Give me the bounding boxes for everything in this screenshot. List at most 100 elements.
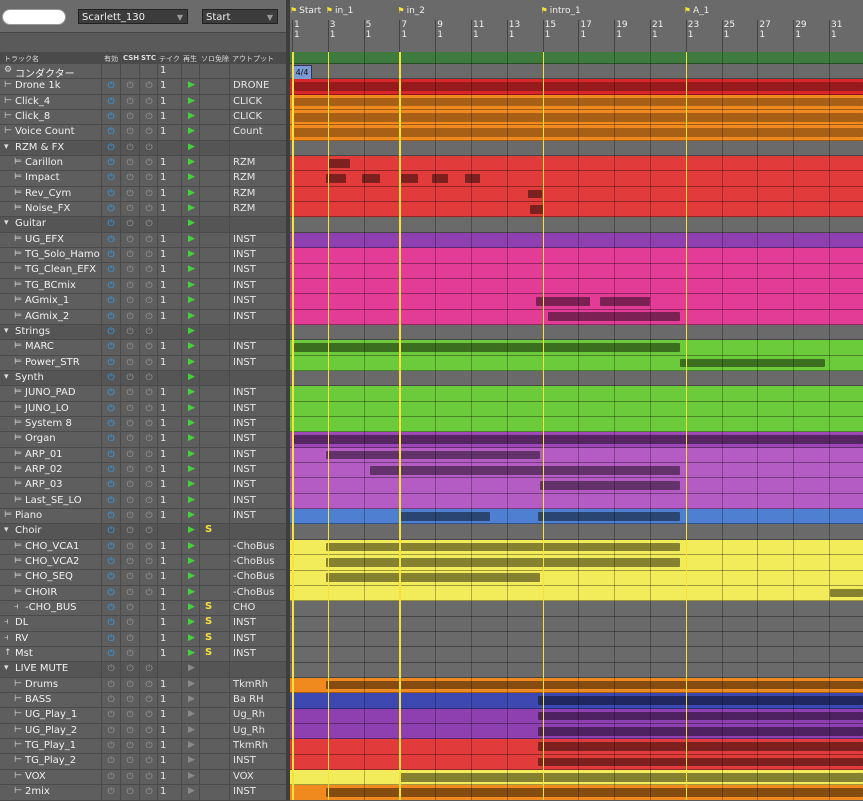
track-row[interactable]: ⊨ Organ ⏻ ⏻ ⏻ 1 ▶ INST xyxy=(0,432,290,448)
csh-power-icon[interactable]: ⏻ xyxy=(126,679,134,690)
csh-power-icon[interactable]: ⏻ xyxy=(126,603,134,614)
track-lane[interactable] xyxy=(290,340,863,356)
play-icon[interactable]: ▶ xyxy=(188,126,195,137)
power-icon[interactable]: ⏻ xyxy=(107,434,115,445)
folder-icon[interactable]: ▾ xyxy=(4,371,9,382)
take-number[interactable]: 1 xyxy=(160,387,167,399)
csh-power-icon[interactable]: ⏻ xyxy=(126,495,134,506)
power-icon[interactable]: ⏻ xyxy=(107,510,115,521)
csh-power-icon[interactable]: ⏻ xyxy=(126,326,134,337)
track-lane[interactable] xyxy=(290,585,863,602)
folder-track-row[interactable]: ▾ RZM & FX ⏻ ⏻ ⏻ ▶ xyxy=(0,140,290,157)
output-label[interactable]: INST xyxy=(233,448,256,460)
track-name[interactable]: UG_Play_2 xyxy=(25,724,78,736)
stc-power-icon[interactable]: ⏻ xyxy=(145,587,153,598)
track-row[interactable]: ⊢ Drone 1k ⏻ ⏻ ⏻ 1 ▶ DRONE xyxy=(0,79,290,95)
track-name[interactable]: Voice Count xyxy=(15,126,75,138)
stc-power-icon[interactable]: ⏻ xyxy=(145,572,153,583)
clip-waveform[interactable] xyxy=(326,573,540,582)
track-name[interactable]: JUNO_LO xyxy=(25,402,69,414)
take-number[interactable]: 1 xyxy=(160,632,167,644)
stc-power-icon[interactable]: ⏻ xyxy=(145,741,153,752)
track-lane[interactable] xyxy=(290,647,863,663)
power-icon[interactable]: ⏻ xyxy=(107,756,115,767)
track-row[interactable]: ⊨ AGmix_1 ⏻ ⏻ ⏻ 1 ▶ INST xyxy=(0,294,290,310)
track-row[interactable]: ⊢ Voice Count ⏻ ⏻ ⏻ 1 ▶ Count xyxy=(0,125,290,141)
folder-icon[interactable]: ▾ xyxy=(4,663,9,674)
csh-power-icon[interactable]: ⏻ xyxy=(126,403,134,414)
stc-power-icon[interactable]: ⏻ xyxy=(145,526,153,537)
take-number[interactable]: 1 xyxy=(160,126,167,138)
track-name[interactable]: Last_SE_LO xyxy=(25,494,82,506)
track-row[interactable]: ⊨ Rev_Cym ⏻ ⏻ ⏻ 1 ▶ RZM xyxy=(0,186,290,203)
play-icon[interactable]: ▶ xyxy=(188,325,195,336)
power-icon[interactable]: ⏻ xyxy=(107,234,115,245)
track-row[interactable]: ⊨ ARP_03 ⏻ ⏻ ⏻ 1 ▶ INST xyxy=(0,478,290,494)
csh-power-icon[interactable]: ⏻ xyxy=(126,664,134,675)
output-label[interactable]: INST xyxy=(233,402,256,414)
output-label[interactable]: CLICK xyxy=(233,95,263,107)
take-number[interactable]: 1 xyxy=(160,111,167,123)
stc-power-icon[interactable]: ⏻ xyxy=(145,250,153,261)
track-name[interactable]: Piano xyxy=(15,509,43,521)
time-signature-badge[interactable]: 4/4 xyxy=(292,65,312,80)
tempo-lane[interactable] xyxy=(290,52,863,64)
play-icon[interactable]: ▶ xyxy=(188,694,195,705)
clip-waveform[interactable] xyxy=(328,158,350,168)
track-name[interactable]: CHO_VCA1 xyxy=(25,540,80,552)
power-icon[interactable]: ⏻ xyxy=(107,296,115,307)
power-icon[interactable]: ⏻ xyxy=(107,603,115,614)
track-lane[interactable] xyxy=(290,156,863,172)
output-label[interactable]: CLICK xyxy=(233,111,263,123)
play-icon[interactable]: ▶ xyxy=(188,356,195,367)
stc-power-icon[interactable]: ⏻ xyxy=(145,756,153,767)
output-label[interactable]: INST xyxy=(233,233,256,245)
play-icon[interactable]: ▶ xyxy=(188,448,195,459)
stc-power-icon[interactable]: ⏻ xyxy=(145,127,153,138)
take-number[interactable]: 1 xyxy=(160,724,167,736)
take-number[interactable]: 1 xyxy=(160,433,167,445)
track-row[interactable]: ⊨ JUNO_LO ⏻ ⏻ ⏻ 1 ▶ INST xyxy=(0,401,290,417)
play-icon[interactable]: ▶ xyxy=(188,648,195,659)
track-row[interactable]: ⫞ DL ⏻ ⏻ 1 ▶ S INST xyxy=(0,616,290,632)
track-row[interactable]: ⊨ Last_SE_LO ⏻ ⏻ ⏻ 1 ▶ INST xyxy=(0,493,290,509)
clip-waveform[interactable] xyxy=(538,742,863,751)
take-number[interactable]: 1 xyxy=(160,709,167,721)
track-lane[interactable] xyxy=(290,631,863,648)
take-number[interactable]: 1 xyxy=(160,172,167,184)
solo-exempt-badge[interactable]: S xyxy=(205,524,213,536)
stc-power-icon[interactable]: ⏻ xyxy=(145,557,153,567)
solo-exempt-badge[interactable]: S xyxy=(205,616,213,628)
stc-power-icon[interactable]: ⏻ xyxy=(145,357,153,368)
power-icon[interactable]: ⏻ xyxy=(107,695,115,706)
csh-power-icon[interactable]: ⏻ xyxy=(126,357,134,368)
track-row[interactable]: ⊢ Click_8 ⏻ ⏻ ⏻ 1 ▶ CLICK xyxy=(0,110,290,126)
stc-power-icon[interactable]: ⏻ xyxy=(145,234,153,245)
stc-power-icon[interactable]: ⏻ xyxy=(145,541,153,552)
play-icon[interactable]: ▶ xyxy=(188,740,195,751)
track-lane[interactable] xyxy=(290,601,863,617)
power-icon[interactable]: ⏻ xyxy=(107,557,115,567)
clip-waveform[interactable] xyxy=(528,189,542,199)
track-name[interactable]: Strings xyxy=(15,325,51,337)
clip-waveform[interactable] xyxy=(830,588,863,598)
take-number[interactable]: 1 xyxy=(160,356,167,368)
track-row[interactable]: ⊨ JUNO_PAD ⏻ ⏻ ⏻ 1 ▶ INST xyxy=(0,386,290,402)
play-icon[interactable]: ▶ xyxy=(188,95,195,106)
power-icon[interactable]: ⏻ xyxy=(107,649,115,660)
play-icon[interactable]: ▶ xyxy=(188,233,195,244)
output-label[interactable]: INST xyxy=(233,279,256,291)
output-label[interactable]: DRONE xyxy=(233,80,270,92)
play-icon[interactable]: ▶ xyxy=(188,295,195,306)
clip-waveform[interactable] xyxy=(600,297,650,306)
csh-power-icon[interactable]: ⏻ xyxy=(126,112,134,123)
track-row[interactable]: ⫞ -CHO_BUS ⏻ ⏻ 1 ▶ S CHO xyxy=(0,601,290,617)
csh-power-icon[interactable]: ⏻ xyxy=(126,464,134,475)
power-icon[interactable]: ⏻ xyxy=(107,664,115,675)
output-label[interactable]: INST xyxy=(233,341,256,353)
take-number[interactable]: 1 xyxy=(160,264,167,276)
stc-power-icon[interactable]: ⏻ xyxy=(145,480,153,491)
power-icon[interactable]: ⏻ xyxy=(107,326,115,337)
play-icon[interactable]: ▶ xyxy=(188,586,195,597)
locator-select[interactable]: Start ▼ xyxy=(202,9,278,24)
